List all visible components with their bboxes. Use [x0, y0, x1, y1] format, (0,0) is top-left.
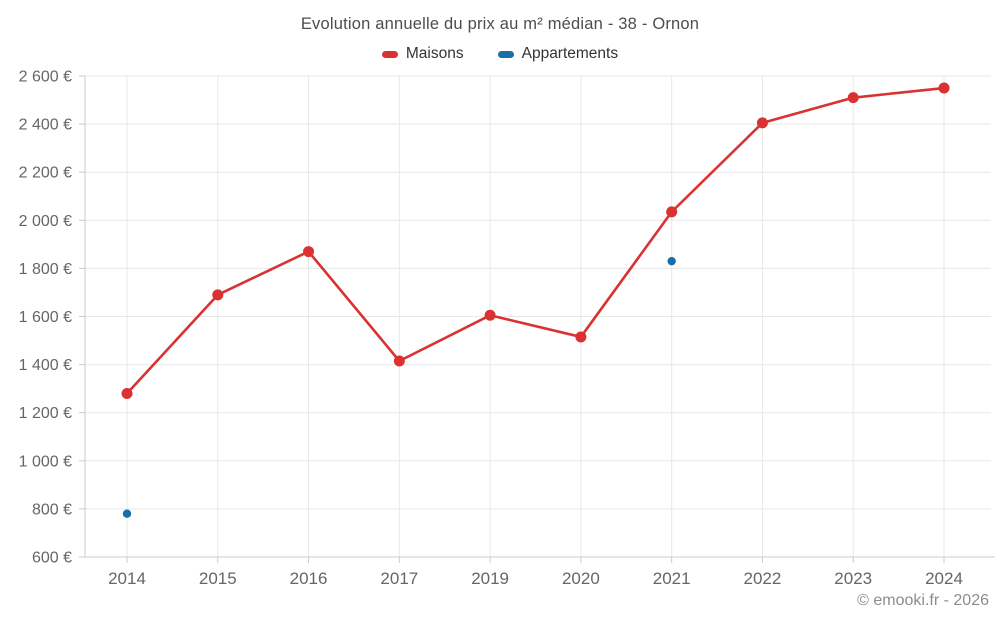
data-point-maisons-2014[interactable] [121, 387, 133, 399]
copyright-note: © emooki.fr - 2026 [857, 592, 989, 609]
y-axis-label: 2 400 € [19, 117, 72, 134]
x-axis-label: 2019 [471, 569, 509, 588]
appartements-legend-swatch-icon [497, 50, 514, 58]
data-point-maisons-2022[interactable] [756, 117, 768, 129]
appartements-legend-label: Appartements [521, 45, 619, 62]
y-axis-label: 2 600 € [19, 69, 72, 86]
data-point-appartements-2021[interactable] [667, 256, 676, 266]
x-axis-label: 2024 [925, 569, 963, 588]
series-line-maisons [125, 86, 946, 395]
y-axis-label: 2 200 € [19, 165, 72, 182]
y-axis-label: 1 400 € [19, 357, 72, 374]
data-point-maisons-2020[interactable] [575, 331, 587, 343]
x-axis-label: 2015 [199, 569, 237, 588]
data-point-maisons-2024[interactable] [938, 82, 950, 94]
data-point-maisons-2016[interactable] [303, 246, 315, 258]
data-point-appartements-2014[interactable] [122, 509, 132, 518]
legend: Maisons Appartements [0, 45, 1000, 63]
data-point-maisons-2019[interactable] [484, 309, 496, 321]
y-axis-label: 1 800 € [19, 261, 72, 278]
data-point-maisons-2017[interactable] [393, 355, 405, 367]
data-point-maisons-2023[interactable] [847, 92, 859, 104]
y-axis-label: 1 000 € [19, 453, 72, 470]
x-axis-label: 2017 [380, 569, 418, 588]
maisons-legend-swatch-icon [381, 50, 398, 58]
y-axis-label: 1 200 € [19, 405, 72, 422]
x-axis-label: 2020 [562, 569, 600, 588]
x-axis-label: 2022 [744, 569, 782, 588]
y-axis-label: 600 € [32, 550, 72, 567]
maisons-legend-label: Maisons [405, 45, 464, 62]
x-axis-label: 2021 [653, 569, 691, 588]
data-point-maisons-2021[interactable] [666, 206, 678, 218]
y-axis-label: 800 € [32, 501, 72, 518]
x-axis-label: 2014 [108, 569, 146, 588]
data-point-maisons-2015[interactable] [212, 289, 224, 301]
legend-item-appartements[interactable]: Appartements [497, 45, 619, 63]
x-axis-label: 2016 [290, 569, 328, 588]
y-axis-label: 1 600 € [19, 309, 72, 326]
chart-title: Evolution annuelle du prix au m² médian … [300, 15, 700, 33]
legend-item-maisons[interactable]: Maisons [381, 45, 464, 63]
x-axis-label: 2023 [834, 569, 872, 588]
y-axis-label: 2 000 € [19, 213, 72, 230]
